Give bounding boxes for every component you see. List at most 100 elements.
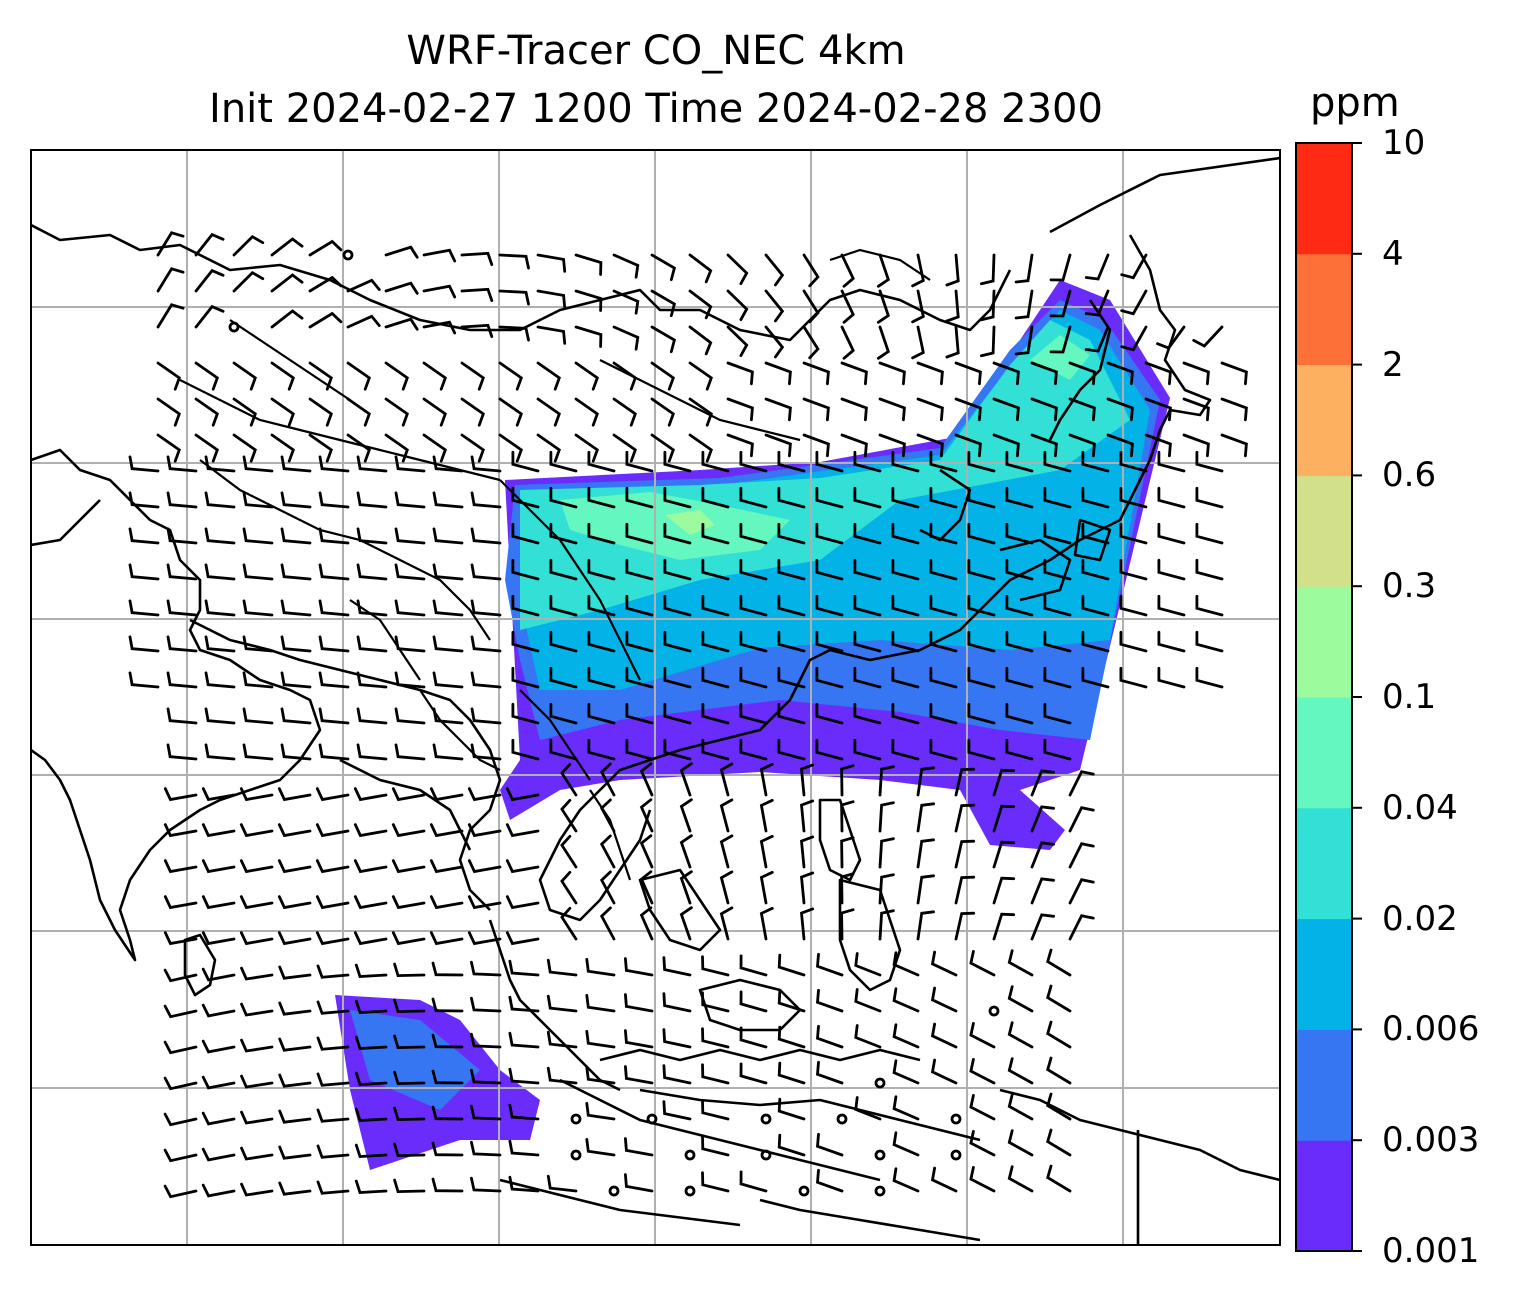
wind-barb xyxy=(1030,361,1058,386)
wind-barb xyxy=(432,491,464,509)
wind-barb xyxy=(840,397,868,422)
wind-barb xyxy=(511,558,540,581)
wind-barb xyxy=(194,433,219,463)
wind-barb xyxy=(878,361,906,386)
wind-barb xyxy=(156,397,181,427)
wind-barb xyxy=(354,1107,388,1122)
wind-barb xyxy=(1081,594,1110,617)
wind-barb xyxy=(587,738,616,761)
wind-barb xyxy=(802,325,820,360)
wind-barb xyxy=(432,455,464,473)
calm-wind-marker xyxy=(646,1113,658,1125)
wind-barb xyxy=(318,455,350,473)
wind-barb xyxy=(625,666,654,689)
wind-barb xyxy=(1120,289,1148,316)
wind-barb xyxy=(166,599,198,617)
wind-barb xyxy=(318,599,350,617)
wind-barb xyxy=(967,522,996,545)
wind-barb xyxy=(916,397,944,422)
wind-barb xyxy=(1014,325,1034,356)
wind-barb xyxy=(549,630,578,653)
wind-barb xyxy=(992,912,1016,941)
wind-barb xyxy=(764,289,785,323)
wind-barb xyxy=(1081,666,1110,689)
wind-barb xyxy=(739,990,768,1013)
wind-barb xyxy=(194,232,225,257)
wind-barb xyxy=(277,895,312,910)
wind-barb xyxy=(1195,594,1224,617)
wind-barb xyxy=(587,594,616,617)
wind-barb xyxy=(701,1099,730,1121)
wind-barb xyxy=(815,486,844,509)
wind-barb xyxy=(878,433,906,458)
wind-barb xyxy=(470,635,502,653)
wind-barb xyxy=(777,738,806,761)
wind-barb xyxy=(1220,433,1248,458)
wind-barb xyxy=(1007,1093,1034,1121)
calm-wind-marker xyxy=(836,1113,848,1125)
wind-barb xyxy=(612,289,640,315)
wind-barb xyxy=(1046,948,1072,977)
wind-barb xyxy=(967,486,996,509)
wind-barb xyxy=(992,397,1020,422)
wind-barb xyxy=(802,361,830,386)
wind-barb xyxy=(969,1094,996,1121)
wind-barb xyxy=(916,766,935,797)
wind-barb xyxy=(422,284,457,299)
wind-barb xyxy=(840,872,855,905)
wind-barb xyxy=(1182,397,1210,422)
wind-barb xyxy=(232,270,265,293)
wind-barb xyxy=(354,1143,388,1158)
wind-barb xyxy=(625,702,654,725)
wind-barb xyxy=(240,1146,274,1161)
wind-barb xyxy=(892,987,920,1013)
wind-barb xyxy=(315,787,350,802)
tracer-band-high-2 xyxy=(1030,335,1090,380)
wind-barb xyxy=(1106,361,1134,386)
wind-barb xyxy=(624,1065,654,1085)
wind-barb xyxy=(1005,450,1034,473)
wind-barb xyxy=(278,1145,312,1160)
calm-wind-marker xyxy=(874,1077,886,1089)
wind-barb xyxy=(662,956,692,977)
wind-barb xyxy=(945,325,960,359)
wind-barb xyxy=(587,522,616,545)
wind-barb xyxy=(930,1058,958,1085)
wind-barb xyxy=(1195,630,1224,653)
wind-barb xyxy=(470,1068,502,1085)
wind-barb xyxy=(1046,1128,1072,1157)
wind-barb xyxy=(878,765,895,797)
wind-barb xyxy=(625,450,654,473)
wind-barb xyxy=(840,325,855,360)
wind-barb xyxy=(599,870,616,905)
wind-barb xyxy=(639,798,654,833)
wind-barb xyxy=(930,986,958,1013)
wind-barb xyxy=(1005,522,1034,545)
wind-barb xyxy=(585,994,616,1013)
wind-barbs xyxy=(128,231,1248,1199)
wind-barb xyxy=(201,1147,236,1162)
wind-barb xyxy=(356,491,388,509)
wind-barb xyxy=(128,455,160,473)
wind-barb xyxy=(759,870,774,905)
wind-barb xyxy=(1068,433,1096,458)
wind-barb xyxy=(316,1036,350,1051)
wind-barb xyxy=(840,289,855,324)
wind-barb xyxy=(1005,486,1034,509)
wind-barb xyxy=(1046,1056,1072,1085)
wind-barb xyxy=(878,801,895,833)
wind-barb xyxy=(916,910,935,941)
wind-barb xyxy=(701,1135,730,1157)
wind-barb xyxy=(739,450,768,473)
wind-barb xyxy=(315,823,350,838)
wind-barb xyxy=(354,1035,388,1050)
wind-barb xyxy=(278,1073,312,1088)
wind-barb xyxy=(242,563,274,581)
wind-barb xyxy=(992,876,1016,905)
wind-barb xyxy=(701,1027,730,1049)
wind-barb xyxy=(967,666,996,689)
wind-barb xyxy=(679,798,693,833)
wind-barb xyxy=(201,859,236,874)
wind-barb xyxy=(394,563,426,581)
wind-barb xyxy=(585,1102,616,1121)
